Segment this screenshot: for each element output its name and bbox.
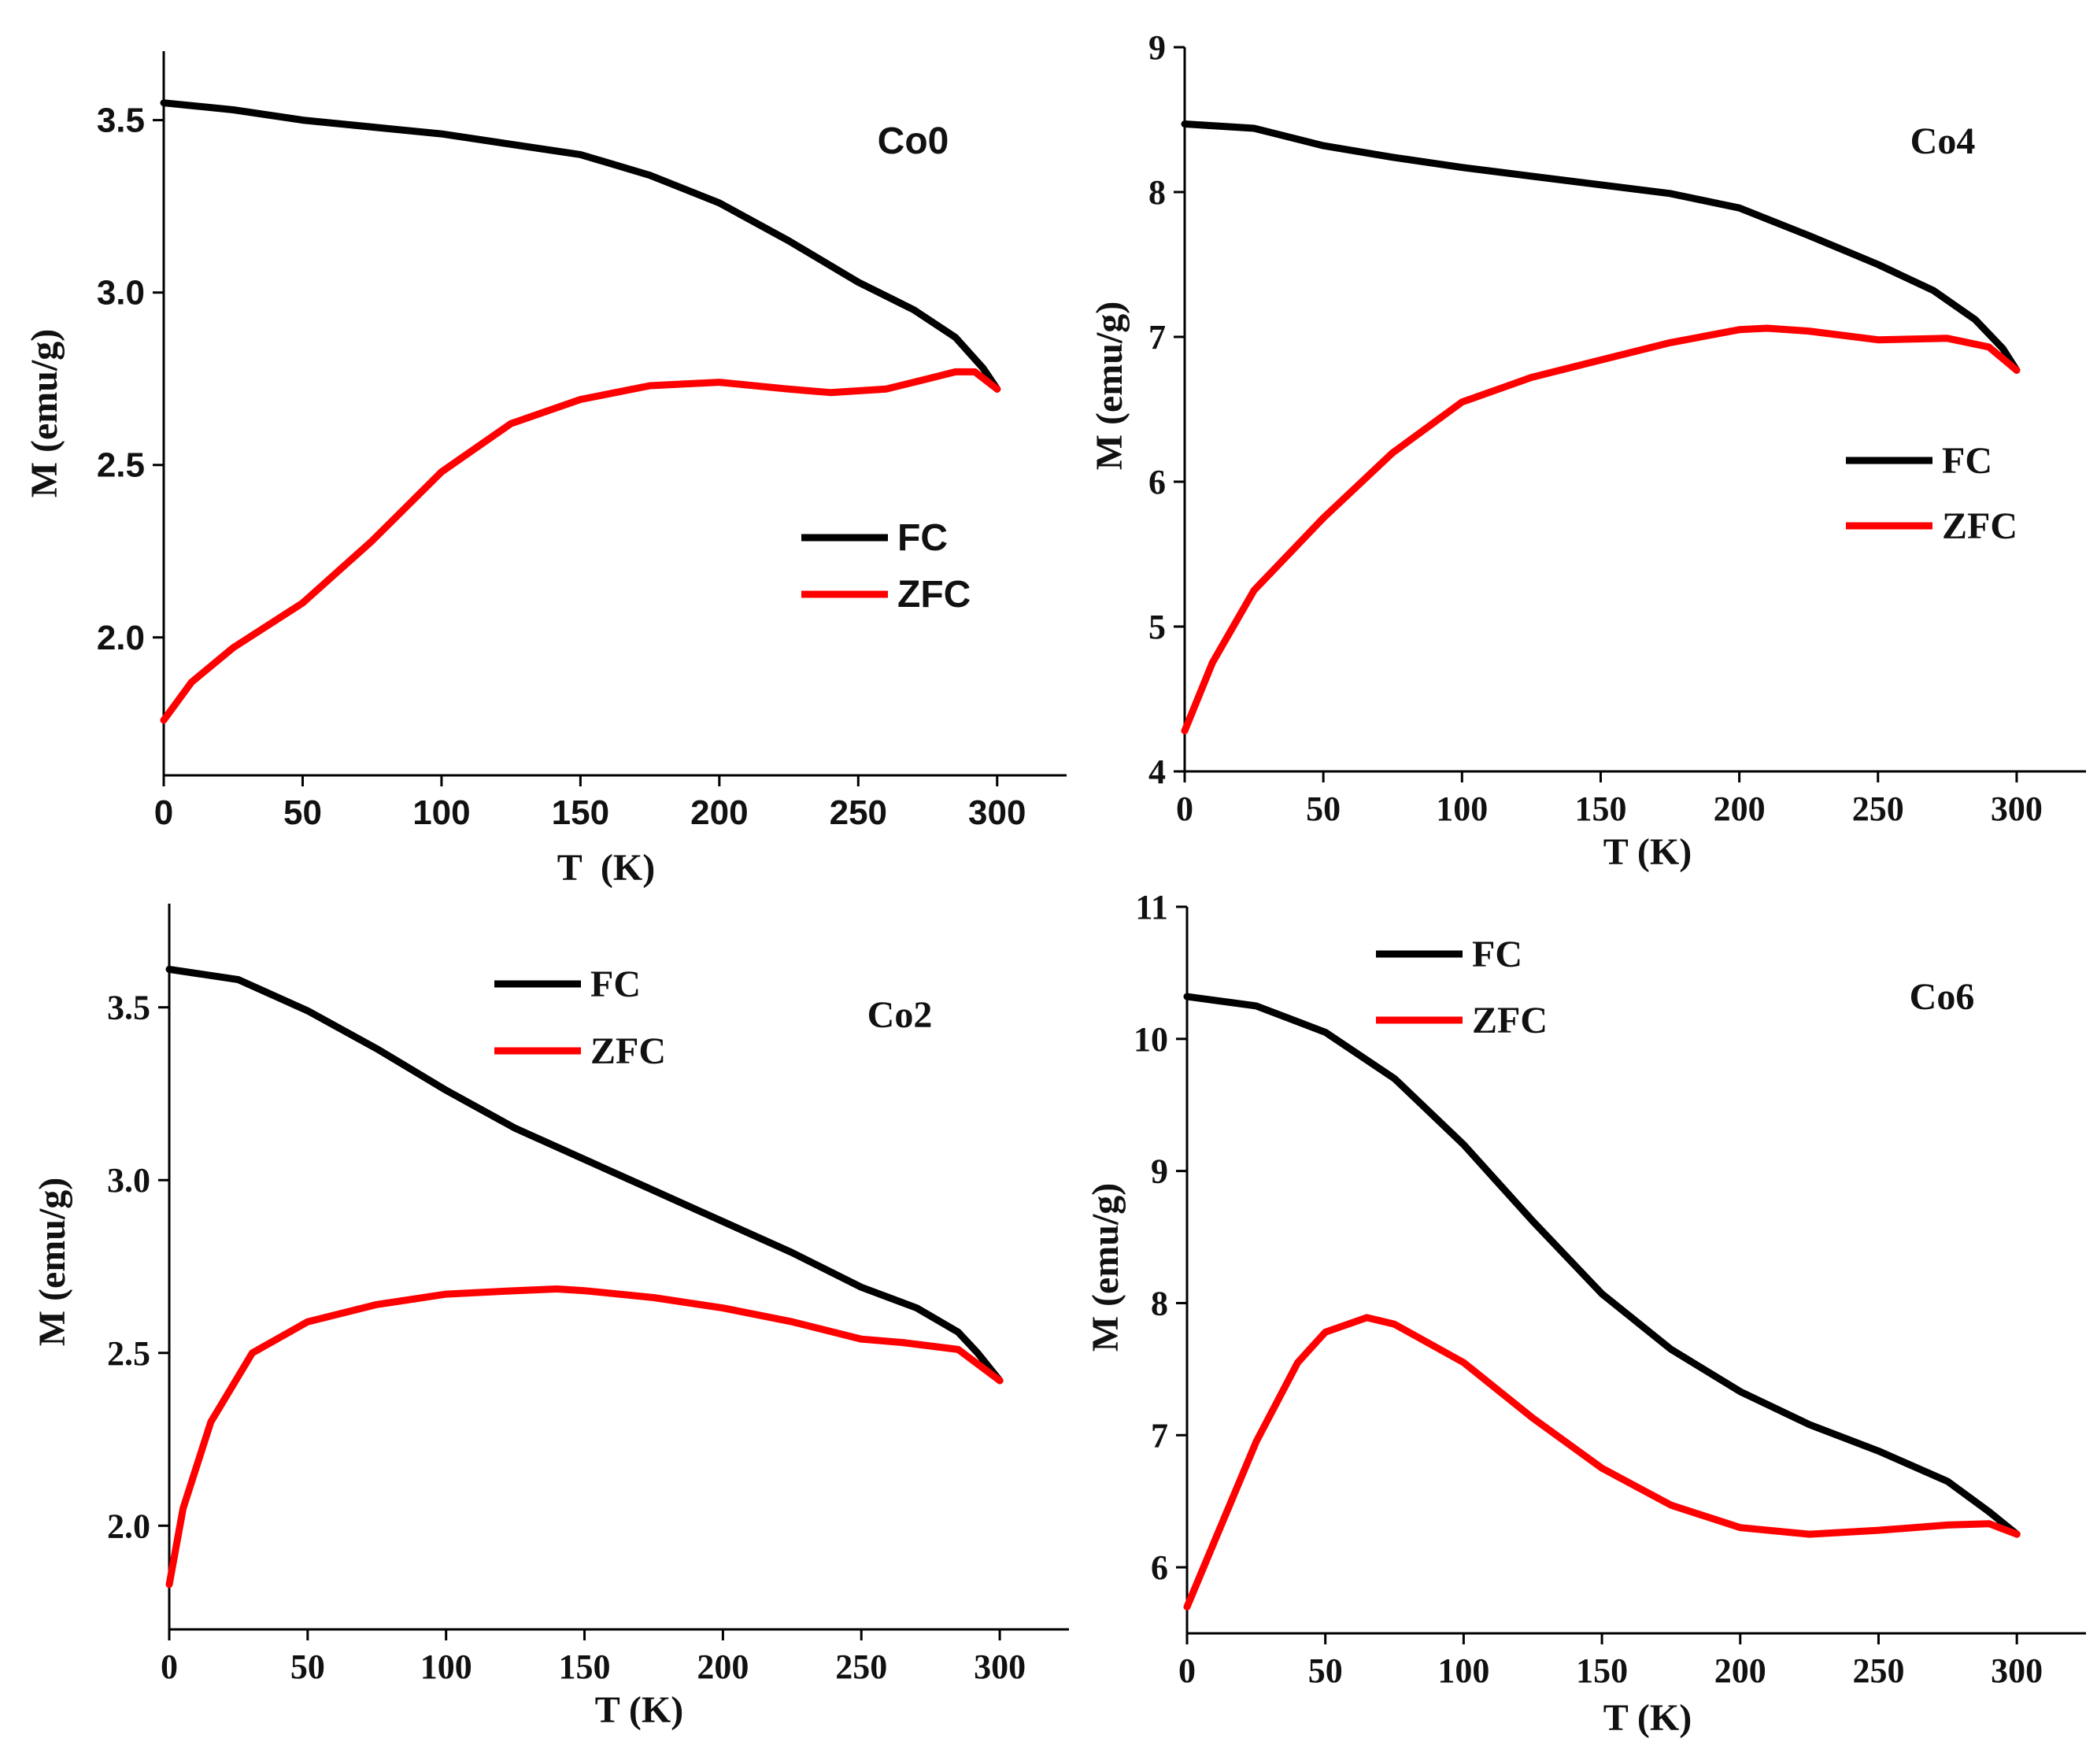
x-tick-label: 0 [1178,1651,1196,1690]
x-tick-label: 300 [974,1648,1026,1686]
y-tick-label: 9 [1148,28,1166,67]
y-tick-label: 2.5 [107,1334,150,1373]
y-axis-title: M (emu/g) [31,1178,73,1347]
x-tick-label: 150 [1574,790,1626,828]
y-tick-label: 10 [1134,1020,1168,1059]
legend-label-zfc: ZFC [590,1030,666,1072]
y-tick-label: 3.5 [97,102,145,140]
x-tick-label: 200 [690,793,748,832]
y-tick-label: 9 [1151,1152,1168,1191]
x-tick-label: 250 [1852,790,1904,828]
panel-label: Co2 [867,994,933,1036]
x-tick-label: 250 [1852,1651,1904,1690]
x-tick-label: 0 [154,793,173,832]
y-tick-label: 8 [1151,1284,1168,1322]
y-tick-label: 4 [1148,753,1166,791]
x-tick-label: 250 [835,1648,887,1686]
legend-label-fc: FC [1942,440,1992,482]
x-tick-label: 50 [1306,790,1341,828]
x-tick-label: 50 [1308,1651,1343,1690]
y-tick-label: 3.0 [107,1161,150,1200]
x-axis-title: T (K) [595,1689,683,1731]
legend-label-zfc: ZFC [897,574,971,616]
legend-label-zfc: ZFC [1942,505,2017,547]
x-tick-label: 200 [1714,790,1766,828]
x-tick-label: 100 [412,793,470,832]
series-line-zfc [160,368,1001,724]
panel-label: Co6 [1910,976,1975,1018]
x-tick-label: 300 [968,793,1026,832]
x-axis-title: T (K) [1603,831,1692,873]
panel-co0: 0 50 100 150 200 250 300 2.0 2.5 3.0 3.5 T (K) M (em… [24,51,1067,889]
y-tick-label: 3.0 [97,274,145,312]
x-tick-label: 250 [830,793,887,832]
y-tick-label: 6 [1151,1548,1168,1587]
panel-co6: 0 50 100 150 200 250 300 6 7 8 9 10 11 T (K) M (emu/g)… [1085,888,2086,1739]
panel-label: Co0 [878,120,949,162]
y-tick-label: 2.0 [107,1507,150,1545]
series-line-fc [160,99,1001,393]
x-tick-label: 100 [1436,790,1488,828]
x-tick-label: 0 [1176,790,1193,828]
legend-label-zfc: ZFC [1472,1000,1548,1041]
x-axis-title: T (K) [1603,1697,1692,1739]
y-axis-title: M (emu/g) [24,329,65,498]
x-tick-label: 50 [283,793,322,832]
x-tick-label: 50 [290,1648,325,1686]
x-tick-label: 150 [559,1648,611,1686]
y-tick-label: 11 [1135,888,1168,926]
x-tick-label: 300 [1991,790,2043,828]
x-tick-label: 200 [1714,1651,1766,1690]
y-axis-title: M (emu/g) [1089,301,1130,471]
y-tick-label: 6 [1148,463,1166,501]
panel-label: Co4 [1910,120,1976,162]
x-tick-label: 150 [1576,1651,1628,1690]
y-tick-label: 2.0 [97,619,145,657]
legend-label-fc: FC [590,963,641,1005]
x-tick-label: 0 [161,1648,178,1686]
legend-label-fc: FC [897,517,948,559]
series-line-fc [1183,993,2021,1538]
series-line-zfc [165,1285,1004,1588]
series-line-zfc [1183,1314,2021,1611]
y-tick-label: 8 [1148,173,1166,212]
x-tick-label: 100 [1437,1651,1489,1690]
series-line-fc [1181,120,2021,374]
y-tick-label: 3.5 [107,989,150,1027]
series-line-fc [165,965,1004,1385]
y-tick-label: 5 [1148,608,1166,646]
series-line-zfc [1181,324,2021,734]
panel-co2: 0 50 100 150 200 250 300 2.0 2.5 3.0 3.5 T (K) M (em… [31,904,1069,1731]
legend-label-fc: FC [1472,934,1522,975]
panel-co4: 0 50 100 150 200 250 300 4 5 6 7 8 9 T (K) M (emu/g) FC… [1089,28,2086,873]
y-tick-label: 7 [1151,1416,1168,1455]
y-tick-label: 2.5 [97,446,145,485]
x-axis-title: T (K) [557,847,655,889]
y-tick-label: 7 [1148,318,1166,357]
x-tick-label: 200 [697,1648,749,1686]
y-axis-title: M (emu/g) [1085,1183,1126,1352]
x-tick-label: 300 [1991,1651,2043,1690]
x-tick-label: 100 [420,1648,472,1686]
x-tick-label: 150 [552,793,609,832]
